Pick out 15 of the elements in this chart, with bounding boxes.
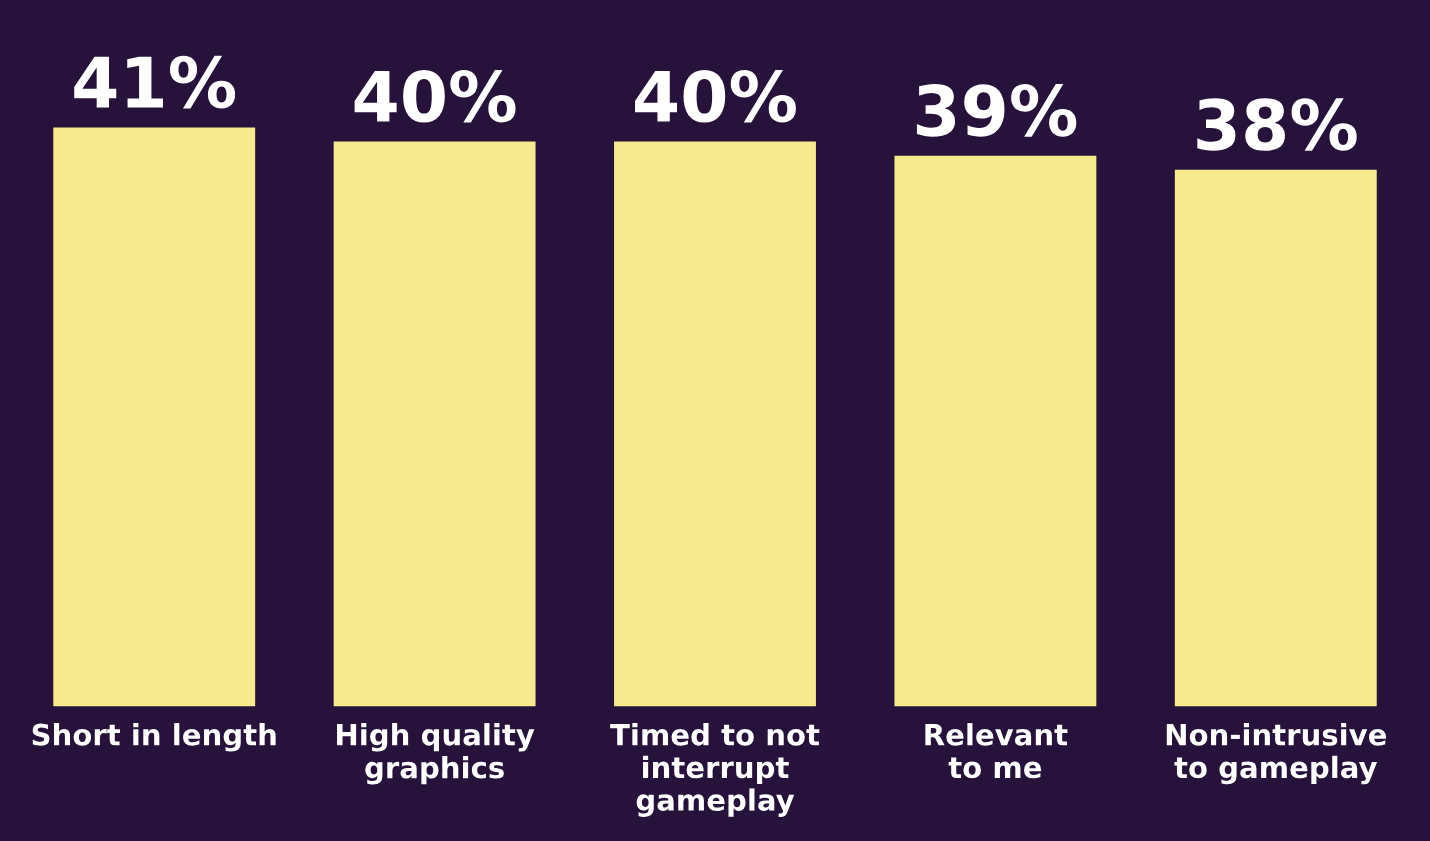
bar bbox=[333, 141, 536, 707]
bar bbox=[53, 127, 256, 707]
x-tick-label: High quality graphics bbox=[337, 723, 535, 785]
x-tick-label: Short in length bbox=[32, 723, 276, 752]
x-tick-label: Timed to not interrupt gameplay bbox=[610, 723, 820, 817]
data-label: 38% bbox=[1197, 98, 1357, 151]
bar bbox=[614, 141, 816, 707]
x-tick-label: Non-intrusive to gameplay bbox=[1166, 723, 1387, 785]
data-label: 41% bbox=[74, 55, 236, 109]
bar bbox=[894, 155, 1097, 707]
data-label: 40% bbox=[635, 69, 796, 123]
x-tick-label: Relevant to me bbox=[925, 723, 1068, 779]
data-label: 40% bbox=[354, 69, 516, 123]
bar bbox=[1174, 169, 1377, 707]
data-label: 39% bbox=[916, 84, 1077, 137]
